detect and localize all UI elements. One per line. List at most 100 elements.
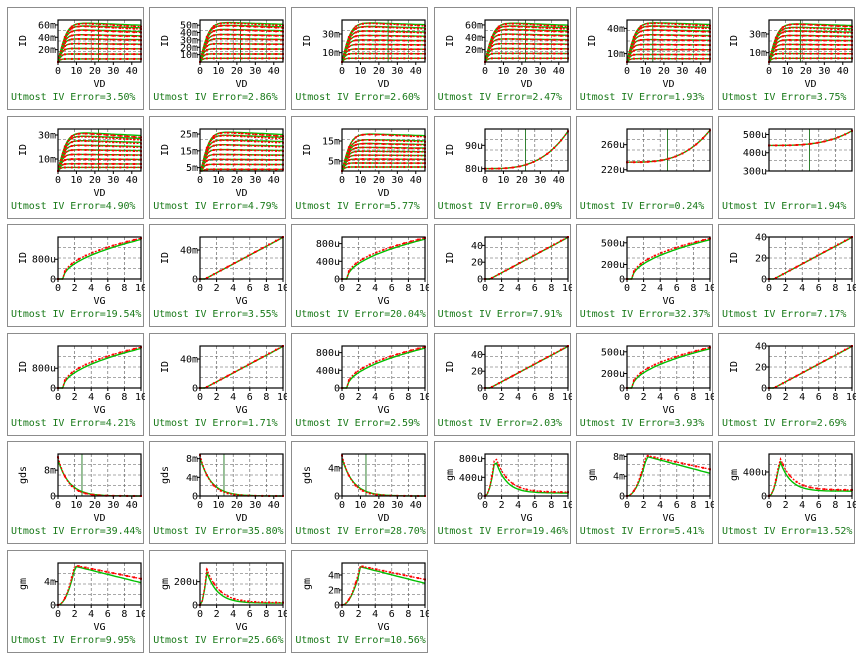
data-point [389, 39, 392, 42]
x-tick-label: 40 [695, 66, 707, 77]
data-point [105, 47, 108, 50]
simulated-series [57, 459, 141, 497]
data-point [511, 42, 514, 45]
data-point [63, 145, 66, 148]
data-point [490, 167, 493, 170]
data-point [532, 47, 535, 50]
data-point [369, 362, 372, 365]
data-point [77, 162, 80, 165]
data-point [254, 25, 257, 28]
data-point [247, 363, 250, 366]
data-point [830, 52, 833, 55]
measured-series [199, 454, 284, 497]
data-point [532, 43, 535, 46]
x-tick-label: 30 [249, 66, 261, 77]
y-tick-label: 20 [755, 254, 767, 265]
data-point [816, 48, 819, 51]
data-point [133, 53, 136, 56]
data-point [552, 30, 555, 33]
data-point [511, 25, 514, 28]
data-point [382, 150, 385, 153]
plot-frame [626, 236, 711, 280]
y-axis-label: gm [302, 577, 313, 589]
data-point [98, 47, 101, 50]
x-tick-label: 0 [482, 392, 488, 403]
data-point [417, 39, 420, 42]
y-tick-label: 25m [180, 129, 198, 140]
data-point [497, 381, 500, 384]
data-point [518, 22, 521, 25]
data-point [403, 143, 406, 146]
data-point [63, 158, 66, 161]
data-point [226, 134, 229, 137]
data-point [830, 57, 833, 60]
y-tick-label: 200u [601, 260, 625, 271]
data-point [105, 26, 108, 29]
data-point [112, 43, 115, 46]
measured-series [626, 129, 711, 163]
data-point [653, 456, 656, 459]
data-point [375, 165, 378, 168]
data-point [518, 29, 521, 32]
y-tick-label: 40m [38, 33, 56, 44]
data-point [275, 167, 278, 170]
x-tick-label: 10 [704, 283, 714, 294]
data-point [77, 139, 80, 142]
data-point [632, 378, 635, 381]
data-point [240, 366, 243, 369]
data-point [133, 31, 136, 34]
data-point [667, 34, 670, 37]
y-axis-label: gm [445, 469, 456, 481]
error-caption: Utmost IV Error=10.56% [295, 634, 426, 646]
data-point [91, 29, 94, 32]
measured-series [341, 150, 426, 171]
x-tick-label: 6 [105, 392, 111, 403]
data-point [362, 145, 365, 148]
data-point [837, 52, 840, 55]
data-point [674, 48, 677, 51]
data-point [538, 52, 541, 55]
y-tick-label: 0 [192, 600, 198, 611]
data-point [844, 31, 847, 34]
data-point [681, 53, 684, 56]
y-axis-label: gm [587, 469, 598, 481]
data-point [816, 27, 819, 30]
data-point [369, 22, 372, 25]
data-point [382, 26, 385, 29]
x-tick-label: 40 [268, 500, 280, 511]
x-tick-label: 10 [135, 392, 145, 403]
data-point [632, 42, 635, 45]
chart-panel: 0 2 4 6 8 10 0 200u VG gm Utmost IV Error=25.66% [149, 549, 287, 653]
x-axis-label: VD [236, 188, 248, 199]
data-point [417, 24, 420, 27]
data-point [119, 30, 122, 33]
data-point [781, 48, 784, 51]
data-point [788, 52, 791, 55]
data-point [396, 48, 399, 51]
data-point [77, 42, 80, 45]
data-point [219, 378, 222, 381]
y-tick-label: 50m [180, 21, 198, 32]
y-axis-label: ID [302, 143, 313, 155]
error-caption: Utmost IV Error=1.93% [579, 92, 705, 103]
data-point [261, 167, 264, 170]
data-point [646, 29, 649, 32]
data-point [410, 348, 413, 351]
data-point [91, 162, 94, 165]
data-point [268, 600, 271, 603]
data-point [497, 27, 500, 30]
data-point [490, 39, 493, 42]
x-axis-label: VG [378, 296, 390, 307]
plot-frame [57, 561, 142, 606]
x-tick-label: 40 [126, 175, 138, 186]
y-tick-label: 40 [755, 233, 767, 244]
data-point [632, 270, 635, 273]
data-point [639, 371, 642, 374]
data-point [362, 48, 365, 51]
data-point [63, 42, 66, 45]
x-tick-label: 6 [105, 609, 111, 620]
x-tick-label: 10 [562, 392, 572, 403]
x-tick-label: 6 [531, 500, 537, 511]
x-tick-label: 2 [640, 500, 646, 511]
data-point [369, 492, 372, 495]
